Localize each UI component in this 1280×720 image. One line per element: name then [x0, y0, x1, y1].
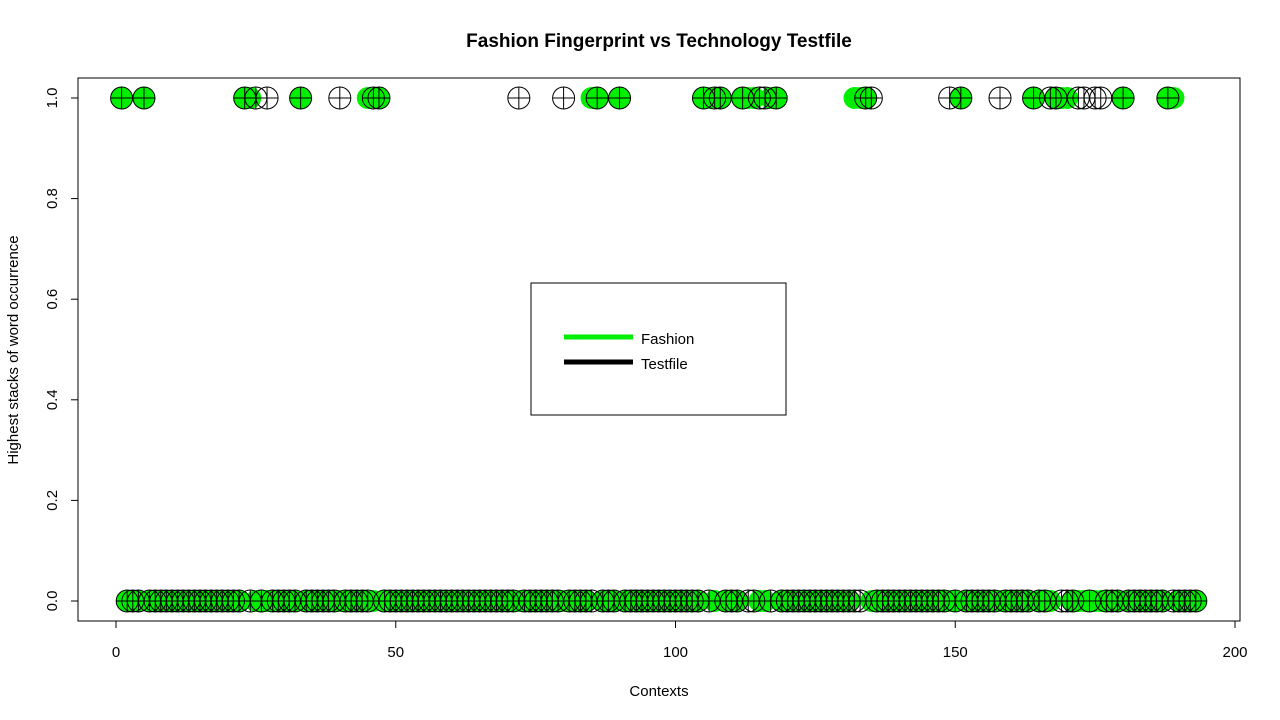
testfile-point	[328, 86, 352, 110]
y-tick-label: 0.0	[44, 591, 61, 612]
y-axis: 0.0 0.2 0.4 0.6 0.8 1.0	[44, 88, 79, 612]
testfile-point	[1089, 86, 1113, 110]
testfile-point	[289, 86, 313, 110]
testfile-point	[110, 86, 134, 110]
legend-label-fashion: Fashion	[641, 331, 694, 348]
testfile-point	[132, 86, 156, 110]
x-axis-label: Contexts	[629, 683, 688, 700]
legend-label-testfile: Testfile	[641, 356, 688, 373]
y-axis-label: Highest stacks of word occurrence	[5, 235, 22, 464]
testfile-point	[949, 86, 973, 110]
x-tick-label: 50	[387, 644, 404, 661]
testfile-point	[608, 86, 632, 110]
y-tick-label: 1.0	[44, 88, 61, 109]
testfile-point	[1184, 589, 1208, 613]
testfile-point	[1044, 86, 1068, 110]
legend: Fashion Testfile	[530, 282, 787, 416]
testfile-point	[859, 86, 883, 110]
testfile-point	[367, 86, 391, 110]
testfile-point	[708, 86, 732, 110]
testfile-point	[764, 86, 788, 110]
testfile-point	[988, 86, 1012, 110]
testfile-point	[255, 86, 279, 110]
y-tick-label: 0.6	[44, 289, 61, 310]
testfile-point	[585, 86, 609, 110]
testfile-point	[507, 86, 531, 110]
y-tick-label: 0.8	[44, 188, 61, 209]
x-axis: 0 50 100 150 200	[112, 620, 1248, 661]
testfile-point	[1111, 86, 1135, 110]
x-tick-label: 150	[943, 644, 968, 661]
y-tick-label: 0.4	[44, 389, 61, 410]
testfile-point	[552, 86, 576, 110]
x-tick-label: 0	[112, 644, 120, 661]
x-tick-label: 100	[663, 644, 688, 661]
testfile-series	[110, 86, 1208, 613]
x-tick-label: 200	[1222, 644, 1247, 661]
legend-box	[530, 282, 787, 416]
chart-title: Fashion Fingerprint vs Technology Testfi…	[466, 31, 852, 52]
y-tick-label: 0.2	[44, 490, 61, 511]
testfile-point	[1156, 86, 1180, 110]
